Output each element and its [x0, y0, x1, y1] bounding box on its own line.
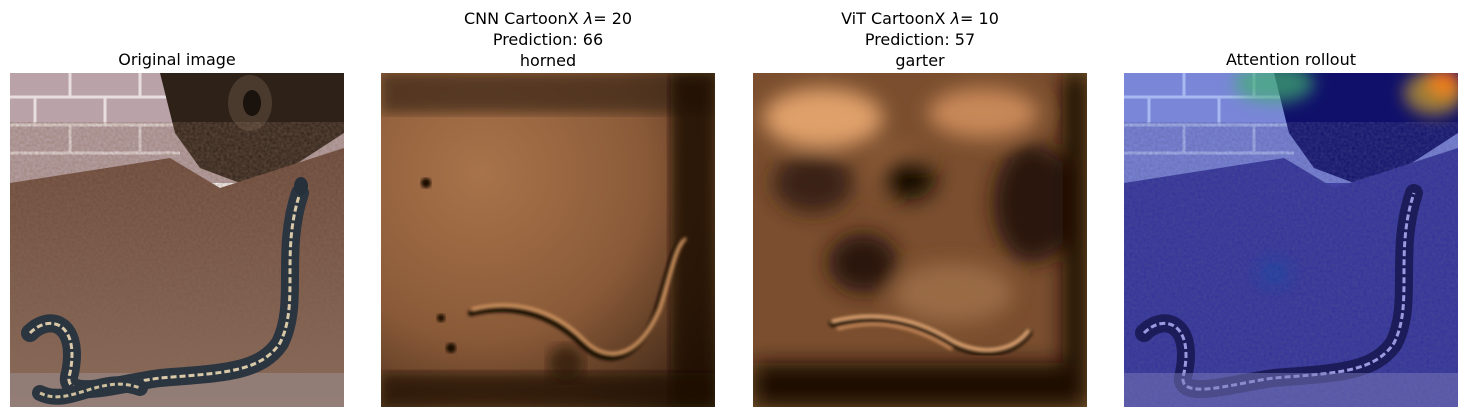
- title-line-1: CNN CartoonX λ= 20: [463, 9, 633, 28]
- panel-original-image: Original image: [10, 0, 344, 417]
- panel-vit-cartoonx: ViT CartoonX λ= 10 Prediction: 57 garter: [753, 0, 1087, 417]
- panel-title: CNN CartoonX λ= 20 Prediction: 66 horned: [341, 8, 755, 71]
- panel-title: Attention rollout: [1084, 49, 1467, 70]
- panel-cnn-cartoonx: CNN CartoonX λ= 20 Prediction: 66 horned: [381, 0, 715, 417]
- original-snake-image: [10, 73, 344, 407]
- title-line-3: garter: [895, 51, 945, 70]
- lambda-symbol: λ: [583, 9, 594, 28]
- title-line-2: Prediction: 57: [864, 30, 976, 49]
- cnn-cartoonx-explanation-image: [381, 73, 715, 407]
- title-line: Attention rollout: [1225, 50, 1357, 69]
- panel-title: Original image: [0, 49, 384, 70]
- title-line-1: ViT CartoonX λ= 10: [841, 9, 999, 28]
- title-line: Original image: [118, 50, 236, 69]
- lambda-symbol: λ: [950, 9, 961, 28]
- title-line-3: horned: [519, 51, 577, 70]
- panel-attention-rollout: Attention rollout: [1124, 0, 1458, 417]
- attention-rollout-image: [1124, 73, 1458, 407]
- vit-cartoonx-explanation-image: [753, 73, 1087, 407]
- panel-title: ViT CartoonX λ= 10 Prediction: 57 garter: [713, 8, 1127, 71]
- title-line-2: Prediction: 66: [492, 30, 604, 49]
